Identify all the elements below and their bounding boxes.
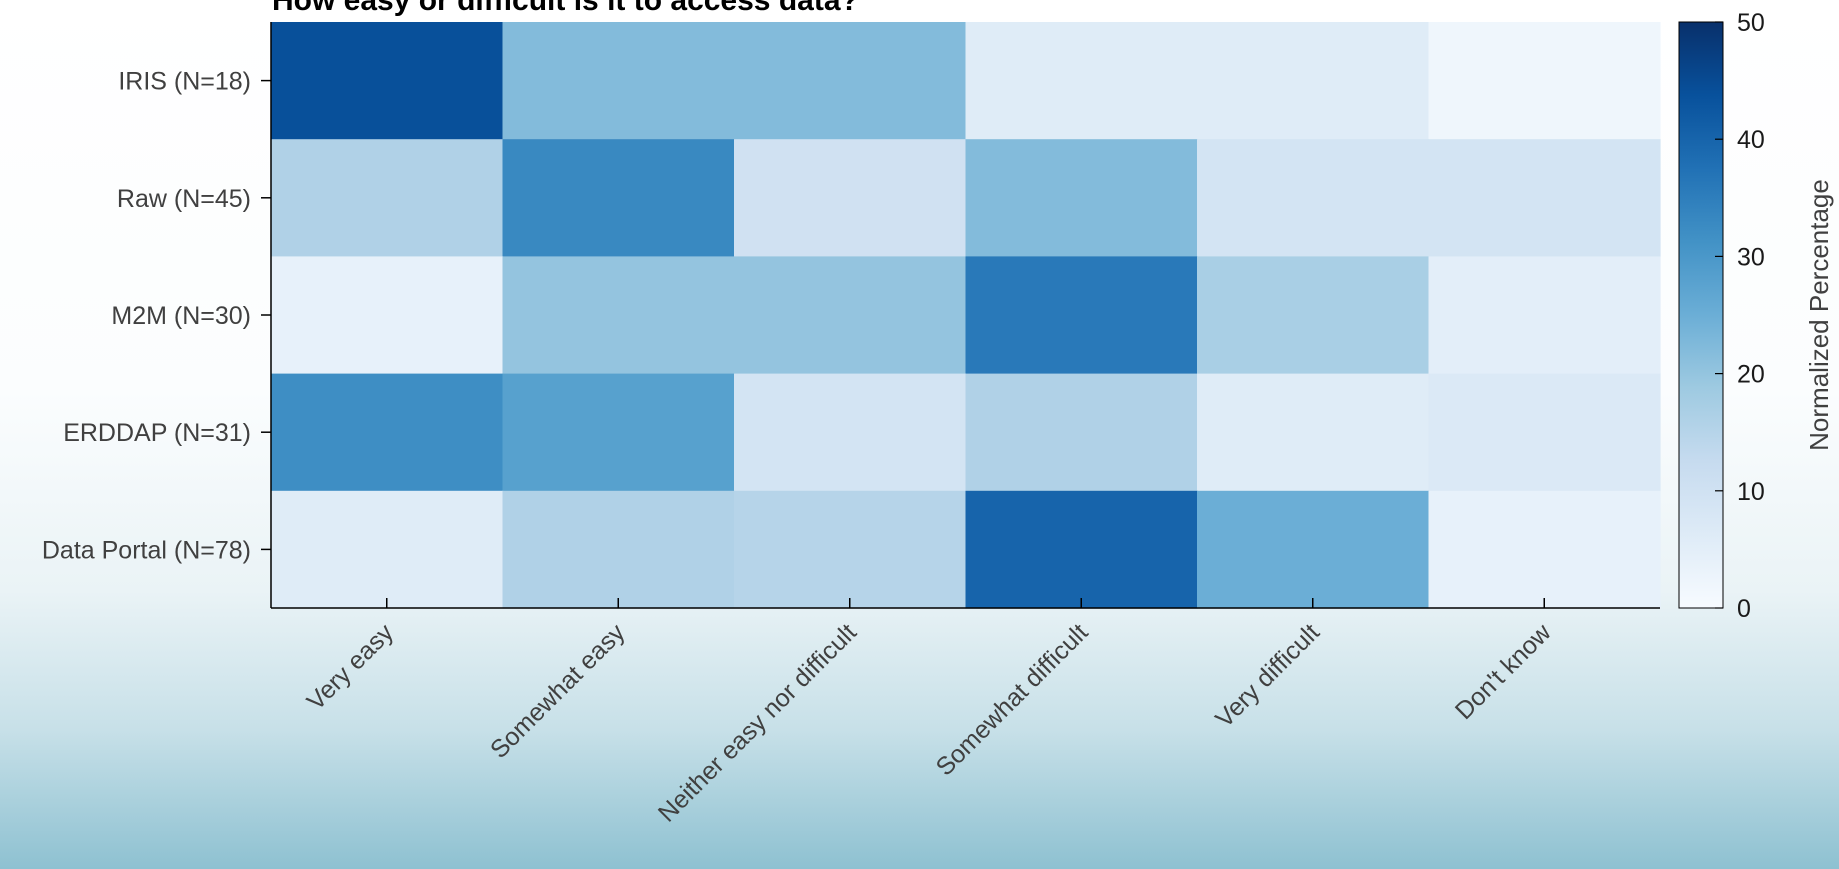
colorbar-label: Normalized Percentage [1804,179,1834,451]
colorbar-tick-label: 40 [1737,126,1765,154]
x-tick-label: Very easy [302,618,400,716]
heatmap-cell [271,22,504,140]
heatmap-cell [1197,490,1430,609]
heatmap-cell [734,490,967,609]
heatmap-cell [502,373,735,492]
heatmap-cell [502,256,735,375]
heatmap-cell [734,22,967,140]
heatmap-cell [965,490,1198,609]
heatmap-cell [1428,373,1661,492]
heatmap-cell [1428,256,1661,375]
colorbar-tick-label: 50 [1737,9,1765,37]
colorbar-tick-label: 0 [1737,595,1751,623]
colorbar-tick-label: 20 [1737,361,1765,389]
colorbar: 0 10 20 30 40 50 Normalized Percentage [1678,9,1834,623]
colorbar-tick-label: 10 [1737,478,1765,506]
heatmap-cell [1428,490,1661,609]
heatmap-cells [271,22,1661,609]
y-tick-label: IRIS (N=18) [118,68,251,96]
heatmap-cell [1197,256,1430,375]
heatmap-cell [502,490,735,609]
heatmap-cell [734,139,967,257]
heatmap-cell [965,256,1198,375]
heatmap-cell [1428,139,1661,257]
heatmap-cell [1428,22,1661,140]
heatmap-cell [271,139,504,257]
heatmap-cell [1197,373,1430,492]
x-tick-label: Neither easy nor difficult [653,618,862,827]
y-tick-label: Raw (N=45) [117,185,251,213]
colorbar-tick-label: 30 [1737,243,1765,271]
chart-title: How easy or difficult is it to access da… [272,0,859,17]
y-tick-label: M2M (N=30) [111,302,251,330]
heatmap-cell [1197,22,1430,140]
heatmap-cell [734,373,967,492]
colorbar-ticks: 0 10 20 30 40 50 [1715,9,1765,623]
heatmap-cell [271,256,504,375]
heatmap-cell [734,256,967,375]
heatmap-cell [271,373,504,492]
heatmap-cell [502,139,735,257]
x-axis: Very easy Somewhat easy Neither easy nor d… [302,598,1557,828]
colorbar-gradient [1678,21,1724,609]
heatmap-cell [965,139,1198,257]
y-axis: IRIS (N=18) Raw (N=45) M2M (N=30) ERDDAP (N… [42,68,271,564]
y-tick-label: ERDDAP (N=31) [63,419,251,447]
x-tick-label: Somewhat difficult [931,618,1094,781]
heatmap-cell [965,373,1198,492]
heatmap-cell [502,22,735,140]
heatmap-cell [271,490,504,609]
x-tick-label: Somewhat easy [485,618,631,764]
y-tick-label: Data Portal (N=78) [42,536,251,564]
heatmap-cell [965,22,1198,140]
x-tick-label: Very difficult [1210,618,1325,733]
heatmap-cell [1197,139,1430,257]
x-tick-label: Don't know [1450,618,1557,725]
